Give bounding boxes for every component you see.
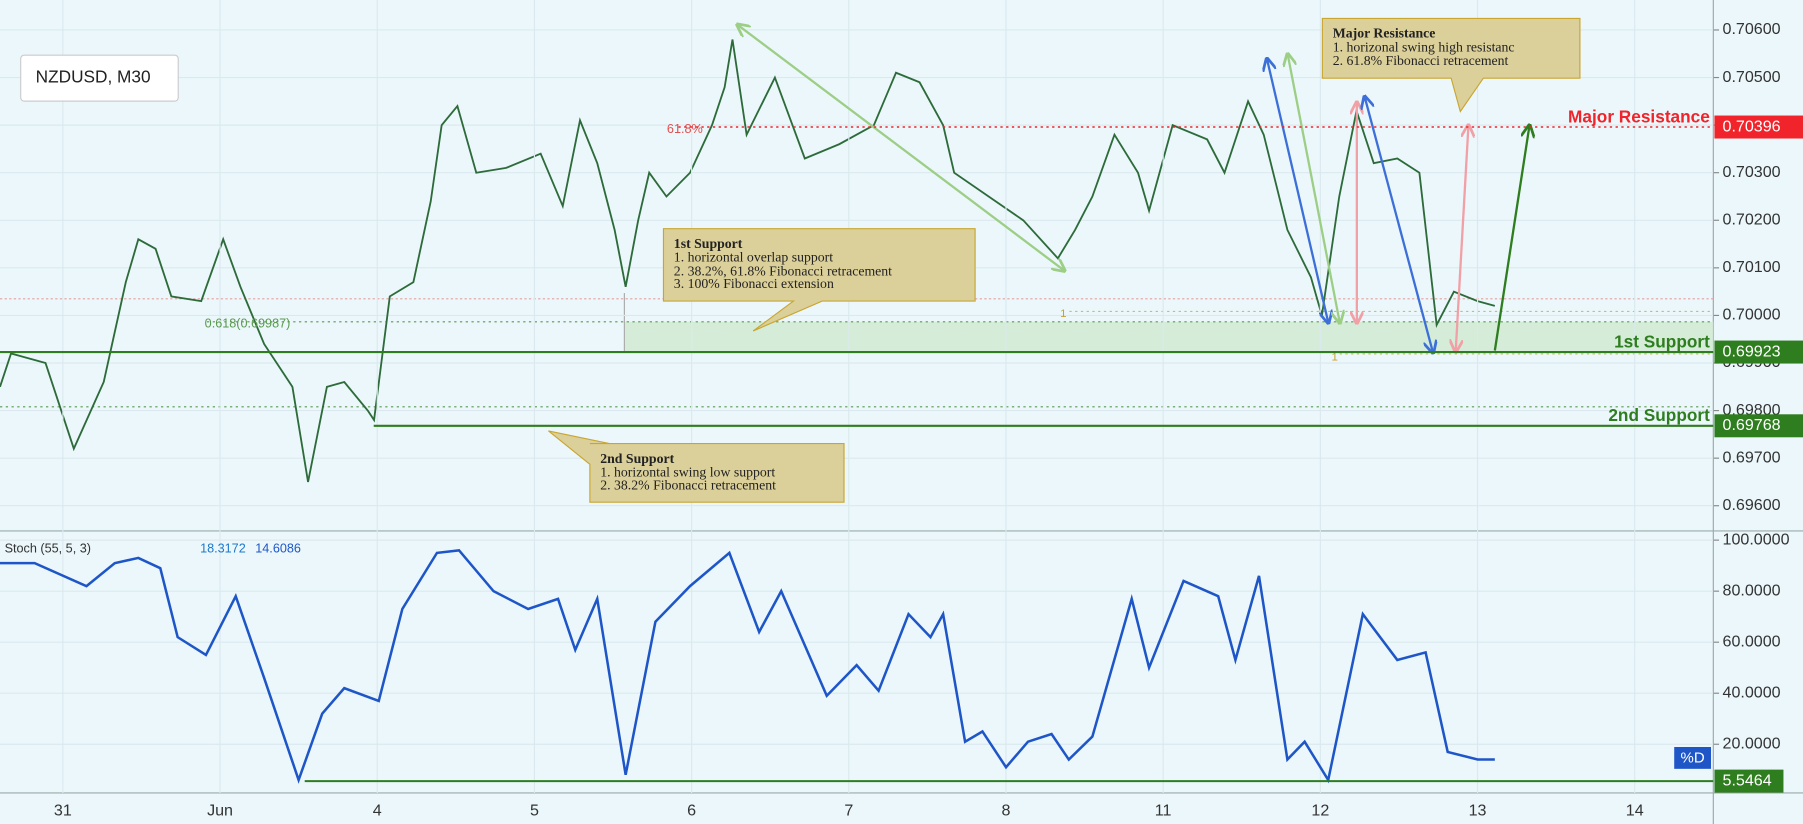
callout-line: 2. 38.2%, 61.8% Fibonacci retracement xyxy=(674,264,892,279)
y-tick-label: 20.0000 xyxy=(1723,734,1781,752)
indicator-readout: 18.3172 xyxy=(200,542,246,556)
x-tick-label: 31 xyxy=(54,802,72,820)
x-tick-label: 12 xyxy=(1311,802,1329,820)
arrow xyxy=(1456,126,1469,350)
symbol-title: NZDUSD, M30 xyxy=(36,67,151,87)
callout-title: 2nd Support xyxy=(600,451,674,466)
y-tick-label: 0.70300 xyxy=(1723,163,1781,181)
legend-entry: %D xyxy=(1681,749,1705,766)
symbol-box xyxy=(20,54,179,102)
level-value: 0.69768 xyxy=(1723,416,1781,434)
y-tick-label: 60.0000 xyxy=(1723,632,1781,650)
y-tick-label: 40.0000 xyxy=(1723,683,1781,701)
level-label: 2nd Support xyxy=(1608,405,1710,425)
level-value: 5.5464 xyxy=(1723,771,1772,789)
x-tick-label: Jun xyxy=(207,802,233,820)
y-tick-label: 0.70000 xyxy=(1723,306,1781,324)
x-tick-label: 13 xyxy=(1469,802,1487,820)
level-value-box xyxy=(1714,414,1803,438)
arrow xyxy=(1288,55,1340,322)
arrow xyxy=(1493,126,1529,351)
fib-label: 1 xyxy=(1332,351,1338,363)
fib-label: 61.8% xyxy=(667,122,703,136)
y-tick-label: 80.0000 xyxy=(1723,581,1781,599)
level-value-box xyxy=(1714,769,1784,793)
level-value-box xyxy=(1714,340,1803,364)
arrow xyxy=(738,25,1063,270)
y-tick-label: 100.0000 xyxy=(1723,530,1790,548)
x-tick-label: 8 xyxy=(1002,802,1011,820)
data-line xyxy=(0,549,1495,784)
y-tick-label: 0.70200 xyxy=(1723,211,1781,229)
callout-title: 1st Support xyxy=(674,236,743,251)
y-tick-label: 0.69600 xyxy=(1723,496,1781,514)
y-tick-label: 0.69700 xyxy=(1723,448,1781,466)
fib-label: 0.618(0.69987) xyxy=(205,316,291,330)
level-label: Major Resistance xyxy=(1568,106,1710,126)
callout-line: 2. 61.8% Fibonacci retracement xyxy=(1333,53,1509,68)
fib-label: 1 xyxy=(1060,308,1066,320)
callout-line: 1. horizontal swing low support xyxy=(600,465,775,480)
level-value-box xyxy=(1714,115,1803,139)
arrow xyxy=(1365,98,1433,352)
x-tick-label: 7 xyxy=(844,802,853,820)
x-tick-label: 4 xyxy=(373,802,382,820)
y-tick-label: 0.70600 xyxy=(1723,20,1781,38)
callout-line: 3. 100% Fibonacci extension xyxy=(674,276,834,291)
level-value: 0.70396 xyxy=(1723,117,1781,135)
x-tick-label: 5 xyxy=(530,802,539,820)
legend-box xyxy=(1674,747,1712,769)
callout-box xyxy=(662,228,976,332)
callout-line: 1. horizonal swing high resistanc xyxy=(1333,39,1515,54)
level-label: 1st Support xyxy=(1614,331,1710,351)
level-value: 0.69923 xyxy=(1723,342,1781,360)
x-tick-label: 14 xyxy=(1626,802,1644,820)
callout-line: 2. 38.2% Fibonacci retracement xyxy=(600,477,776,492)
y-tick-label: 0.70100 xyxy=(1723,258,1781,276)
x-tick-label: 6 xyxy=(687,802,696,820)
callout-box xyxy=(1321,17,1581,113)
y-tick-label: 0.70500 xyxy=(1723,68,1781,86)
indicator-readout: 14.6086 xyxy=(255,542,301,556)
callout-line: 1. horizontal overlap support xyxy=(674,250,833,265)
support-zone xyxy=(624,321,1714,352)
x-tick-label: 11 xyxy=(1155,802,1172,820)
indicator-title: Stoch (55, 5, 3) xyxy=(5,542,91,556)
callout-box xyxy=(548,430,845,503)
callout-title: Major Resistance xyxy=(1333,26,1436,41)
